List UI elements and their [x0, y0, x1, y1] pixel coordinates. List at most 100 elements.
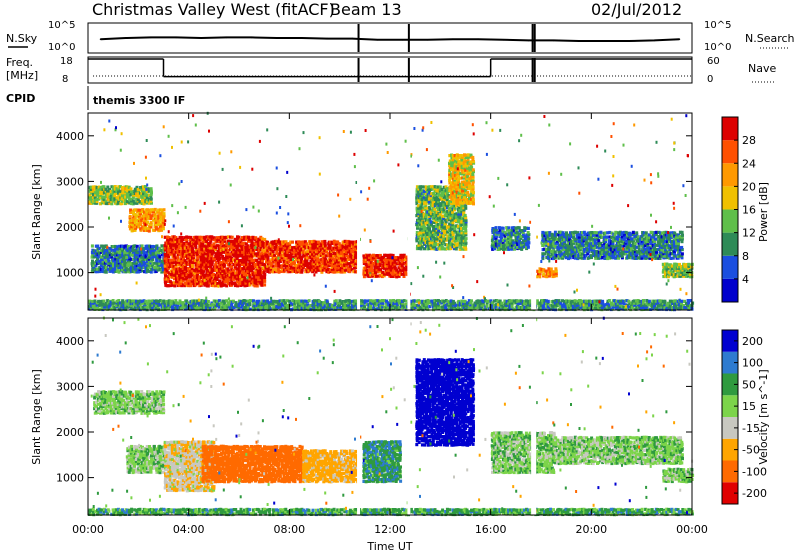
- heatmap-cell: [181, 271, 185, 275]
- heatmap-cell: [114, 269, 118, 273]
- heatmap-cell: [144, 251, 148, 255]
- heatmap-cell: [104, 270, 108, 274]
- heatmap-cell: [115, 189, 119, 194]
- heatmap-cell: [128, 224, 132, 228]
- heatmap-cell: [110, 263, 114, 267]
- heatmap-cell: [142, 248, 146, 253]
- heatmap-cell: [174, 262, 178, 266]
- heatmap-cell: [165, 258, 169, 262]
- heatmap-cell: [124, 200, 128, 204]
- heatmap-cell: [141, 247, 144, 251]
- noise-right-tick-bottom: 10^0: [704, 42, 731, 53]
- heatmap-cell: [168, 280, 172, 284]
- heatmap-cell: [98, 266, 102, 270]
- heatmap-cell: [96, 261, 99, 266]
- heatmap-cell: [171, 248, 175, 252]
- heatmap-cell: [142, 202, 146, 206]
- heatmap-cell: [125, 189, 129, 193]
- heatmap-cell: [173, 277, 176, 281]
- heatmap-cell: [149, 261, 153, 265]
- heatmap-cell: [192, 283, 196, 288]
- heatmap-cell: [131, 192, 135, 196]
- heatmap-cell: [105, 248, 108, 253]
- heatmap-cell: [135, 255, 139, 259]
- heatmap-cell: [130, 267, 134, 272]
- heatmap-cell: [120, 259, 124, 263]
- heatmap-cell: [124, 201, 127, 206]
- heatmap-cell: [133, 259, 137, 263]
- heatmap-cell: [153, 212, 157, 217]
- heatmap-cell: [108, 265, 112, 269]
- heatmap-cell: [198, 284, 202, 288]
- heatmap-cell: [169, 259, 173, 263]
- heatmap-cell: [103, 261, 107, 265]
- heatmap-cell: [169, 264, 173, 268]
- heatmap-cell: [93, 199, 97, 204]
- heatmap-cell: [137, 268, 140, 272]
- heatmap-cell: [163, 277, 167, 281]
- heatmap-cell: [138, 251, 142, 255]
- heatmap-cell: [129, 187, 133, 191]
- heatmap-cell: [189, 273, 193, 277]
- heatmap-cell: [187, 258, 191, 262]
- heatmap-cell: [192, 258, 196, 262]
- heatmap-cell: [160, 263, 164, 267]
- heatmap-cell: [141, 208, 145, 212]
- heatmap-cell: [178, 240, 182, 244]
- heatmap-cell: [538, 275, 542, 279]
- heatmap-cell: [160, 260, 164, 264]
- heatmap-cell: [174, 275, 178, 279]
- heatmap-cell: [147, 257, 151, 261]
- heatmap-cell: [111, 198, 115, 202]
- heatmap-cell: [174, 264, 178, 268]
- heatmap-cell: [101, 265, 105, 269]
- heatmap-cell: [183, 259, 187, 263]
- heatmap-cell: [194, 248, 198, 252]
- heatmap-cell: [187, 262, 191, 266]
- heatmap-cell: [181, 266, 185, 270]
- heatmap-cell: [101, 249, 105, 253]
- heatmap-cell: [129, 201, 133, 206]
- heatmap-cell: [194, 258, 198, 263]
- heatmap-cell: [680, 252, 684, 256]
- heatmap-cell: [148, 193, 152, 197]
- heatmap-cell: [137, 212, 141, 216]
- heatmap-cell: [90, 255, 94, 259]
- heatmap-cell: [111, 270, 115, 274]
- noise-sky-point: [351, 37, 354, 40]
- heatmap-cell: [92, 195, 95, 199]
- heatmap-cell: [97, 255, 101, 259]
- heatmap-cell: [160, 227, 164, 231]
- heatmap-cell: [149, 221, 153, 225]
- heatmap-cell: [110, 245, 114, 249]
- heatmap-cell: [144, 257, 148, 261]
- noise-sky-point: [99, 38, 102, 40]
- heatmap-cell: [145, 210, 149, 214]
- heatmap-cell: [158, 261, 162, 266]
- heatmap-cell: [163, 248, 167, 252]
- heatmap-cell: [135, 246, 139, 250]
- heatmap-cell: [109, 191, 113, 195]
- heatmap-cell: [95, 185, 99, 190]
- heatmap-cell: [185, 262, 189, 266]
- heatmap-cell: [154, 253, 158, 257]
- noise-sky-point: [250, 36, 253, 39]
- heatmap-cell: [191, 264, 195, 268]
- heatmap-cell: [197, 248, 201, 252]
- heatmap-cell: [133, 255, 137, 259]
- heatmap-cell: [124, 244, 128, 248]
- heatmap-cell: [142, 255, 146, 259]
- heatmap-cell: [161, 218, 165, 223]
- heatmap-cell: [154, 246, 158, 250]
- heatmap-cell: [114, 251, 118, 255]
- heatmap-cell: [192, 275, 196, 279]
- heatmap-cell: [97, 195, 101, 199]
- heatmap-cell: [153, 249, 157, 253]
- heatmap-cell: [144, 227, 148, 231]
- heatmap-cell: [147, 189, 151, 193]
- heatmap-cell: [144, 246, 148, 250]
- heatmap-cell: [155, 266, 159, 270]
- heatmap-cell: [135, 249, 139, 253]
- heatmap-cell: [106, 194, 110, 198]
- heatmap-cell: [89, 185, 93, 189]
